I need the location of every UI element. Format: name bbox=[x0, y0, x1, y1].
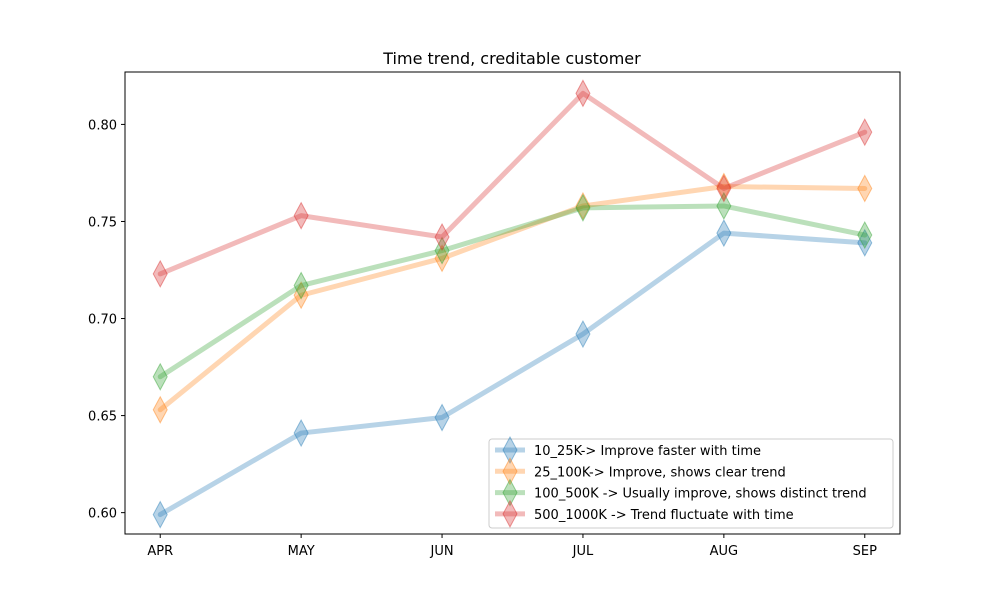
x-tick-label: MAY bbox=[288, 544, 315, 559]
chart-title: Time trend, creditable customer bbox=[382, 49, 641, 68]
plot-frame bbox=[124, 71, 901, 535]
series-2 bbox=[152, 191, 873, 391]
data-point bbox=[716, 172, 732, 201]
data-point bbox=[575, 320, 591, 349]
series-line bbox=[157, 90, 868, 277]
data-point bbox=[152, 395, 168, 424]
y-tick-label: 0.65 bbox=[88, 410, 117, 425]
x-tick-label: APR bbox=[147, 544, 173, 559]
data-point bbox=[575, 193, 591, 222]
data-point bbox=[716, 174, 732, 203]
legend-marker bbox=[502, 457, 518, 486]
data-point bbox=[716, 219, 732, 248]
data-point bbox=[716, 191, 732, 220]
data-point bbox=[152, 259, 168, 288]
series-line bbox=[157, 184, 868, 413]
legend-label: 500_1000K -> Trend fluctuate with time bbox=[534, 508, 794, 523]
data-point bbox=[857, 228, 873, 257]
data-point bbox=[293, 281, 309, 310]
data-point bbox=[434, 222, 450, 252]
legend-marker bbox=[502, 435, 518, 465]
legend-label: 10_25K-> Improve faster with time bbox=[534, 444, 761, 459]
data-point bbox=[152, 500, 168, 529]
x-tick-label: AUG bbox=[710, 544, 738, 559]
legend-label: 100_500K -> Usually improve, shows disti… bbox=[534, 487, 867, 502]
x-tick-label: JUN bbox=[430, 544, 454, 559]
y-tick-label: 0.70 bbox=[88, 313, 117, 328]
data-point bbox=[152, 362, 168, 391]
data-point bbox=[857, 118, 873, 147]
data-point bbox=[293, 271, 309, 300]
data-point bbox=[857, 174, 873, 203]
x-tick-label: JUL bbox=[572, 544, 594, 559]
series-1 bbox=[152, 172, 873, 424]
series-layer bbox=[152, 79, 873, 529]
series-3 bbox=[152, 79, 873, 288]
data-point bbox=[857, 221, 873, 250]
data-point bbox=[434, 403, 450, 432]
axes-layer: APR MAY JUN JUL AUG SEP 0.60 0.65 0.70 0.75 0.80 bbox=[88, 118, 877, 559]
series-line bbox=[157, 203, 868, 380]
legend-label: 25_100K-> Improve, shows clear trend bbox=[534, 465, 786, 480]
y-tick-label: 0.60 bbox=[88, 507, 117, 522]
legend: 10_25K-> Improve faster with time 25_100K… bbox=[488, 435, 894, 529]
legend-marker bbox=[502, 499, 518, 528]
data-point bbox=[293, 201, 309, 230]
legend-box bbox=[488, 438, 894, 529]
series-0 bbox=[152, 219, 873, 529]
data-point bbox=[575, 191, 591, 220]
x-tick-label: SEP bbox=[853, 544, 877, 559]
legend-marker bbox=[502, 478, 518, 507]
data-point bbox=[575, 79, 591, 108]
data-point bbox=[293, 419, 309, 448]
data-point bbox=[434, 236, 450, 265]
data-point bbox=[434, 244, 450, 273]
series-line bbox=[157, 230, 868, 518]
y-tick-label: 0.80 bbox=[88, 118, 117, 133]
y-tick-label: 0.75 bbox=[88, 215, 117, 230]
